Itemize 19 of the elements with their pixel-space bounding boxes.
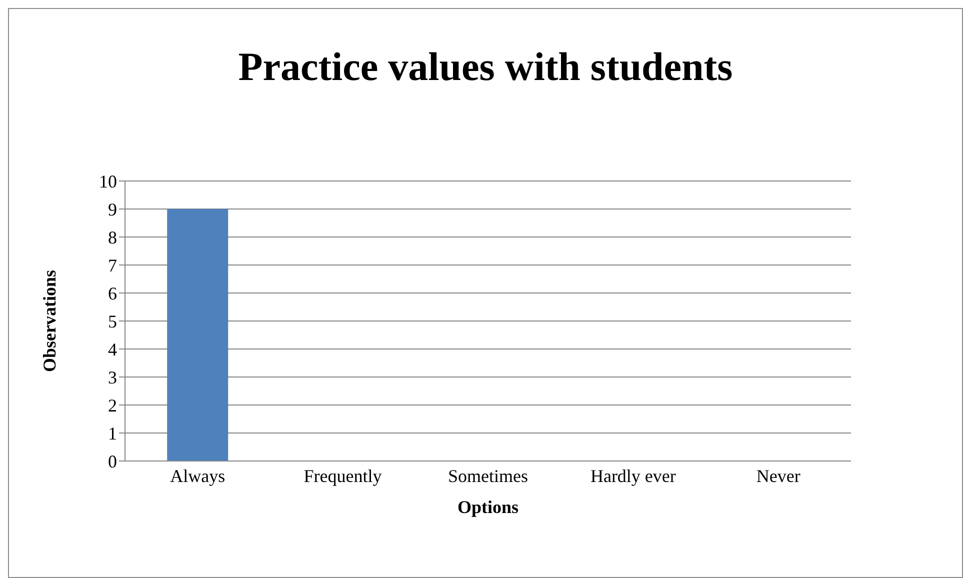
x-tick-label: Frequently: [304, 466, 382, 486]
y-axis-title: Observations: [39, 270, 60, 372]
y-tick-label: 9: [108, 199, 117, 220]
x-tick-label: Hardly ever: [590, 466, 676, 486]
x-tick-label: Never: [756, 466, 800, 486]
y-tick-label: 8: [108, 227, 117, 248]
y-tick-label: 5: [108, 311, 117, 332]
y-tick-label: 0: [108, 451, 117, 472]
y-tick-label: 6: [108, 283, 117, 304]
y-tick-label: 1: [108, 423, 117, 444]
y-tick-label: 10: [99, 171, 117, 192]
chart-title: Practice values with students: [237, 43, 734, 90]
y-tick-label: 7: [108, 255, 117, 276]
x-tick-label: Sometimes: [448, 466, 528, 486]
y-tick-label: 3: [108, 367, 117, 388]
x-axis-title: Options: [457, 497, 519, 517]
x-tick-label: Always: [170, 466, 226, 486]
y-tick-label: 2: [108, 395, 117, 416]
y-tick-label: 4: [108, 339, 117, 360]
